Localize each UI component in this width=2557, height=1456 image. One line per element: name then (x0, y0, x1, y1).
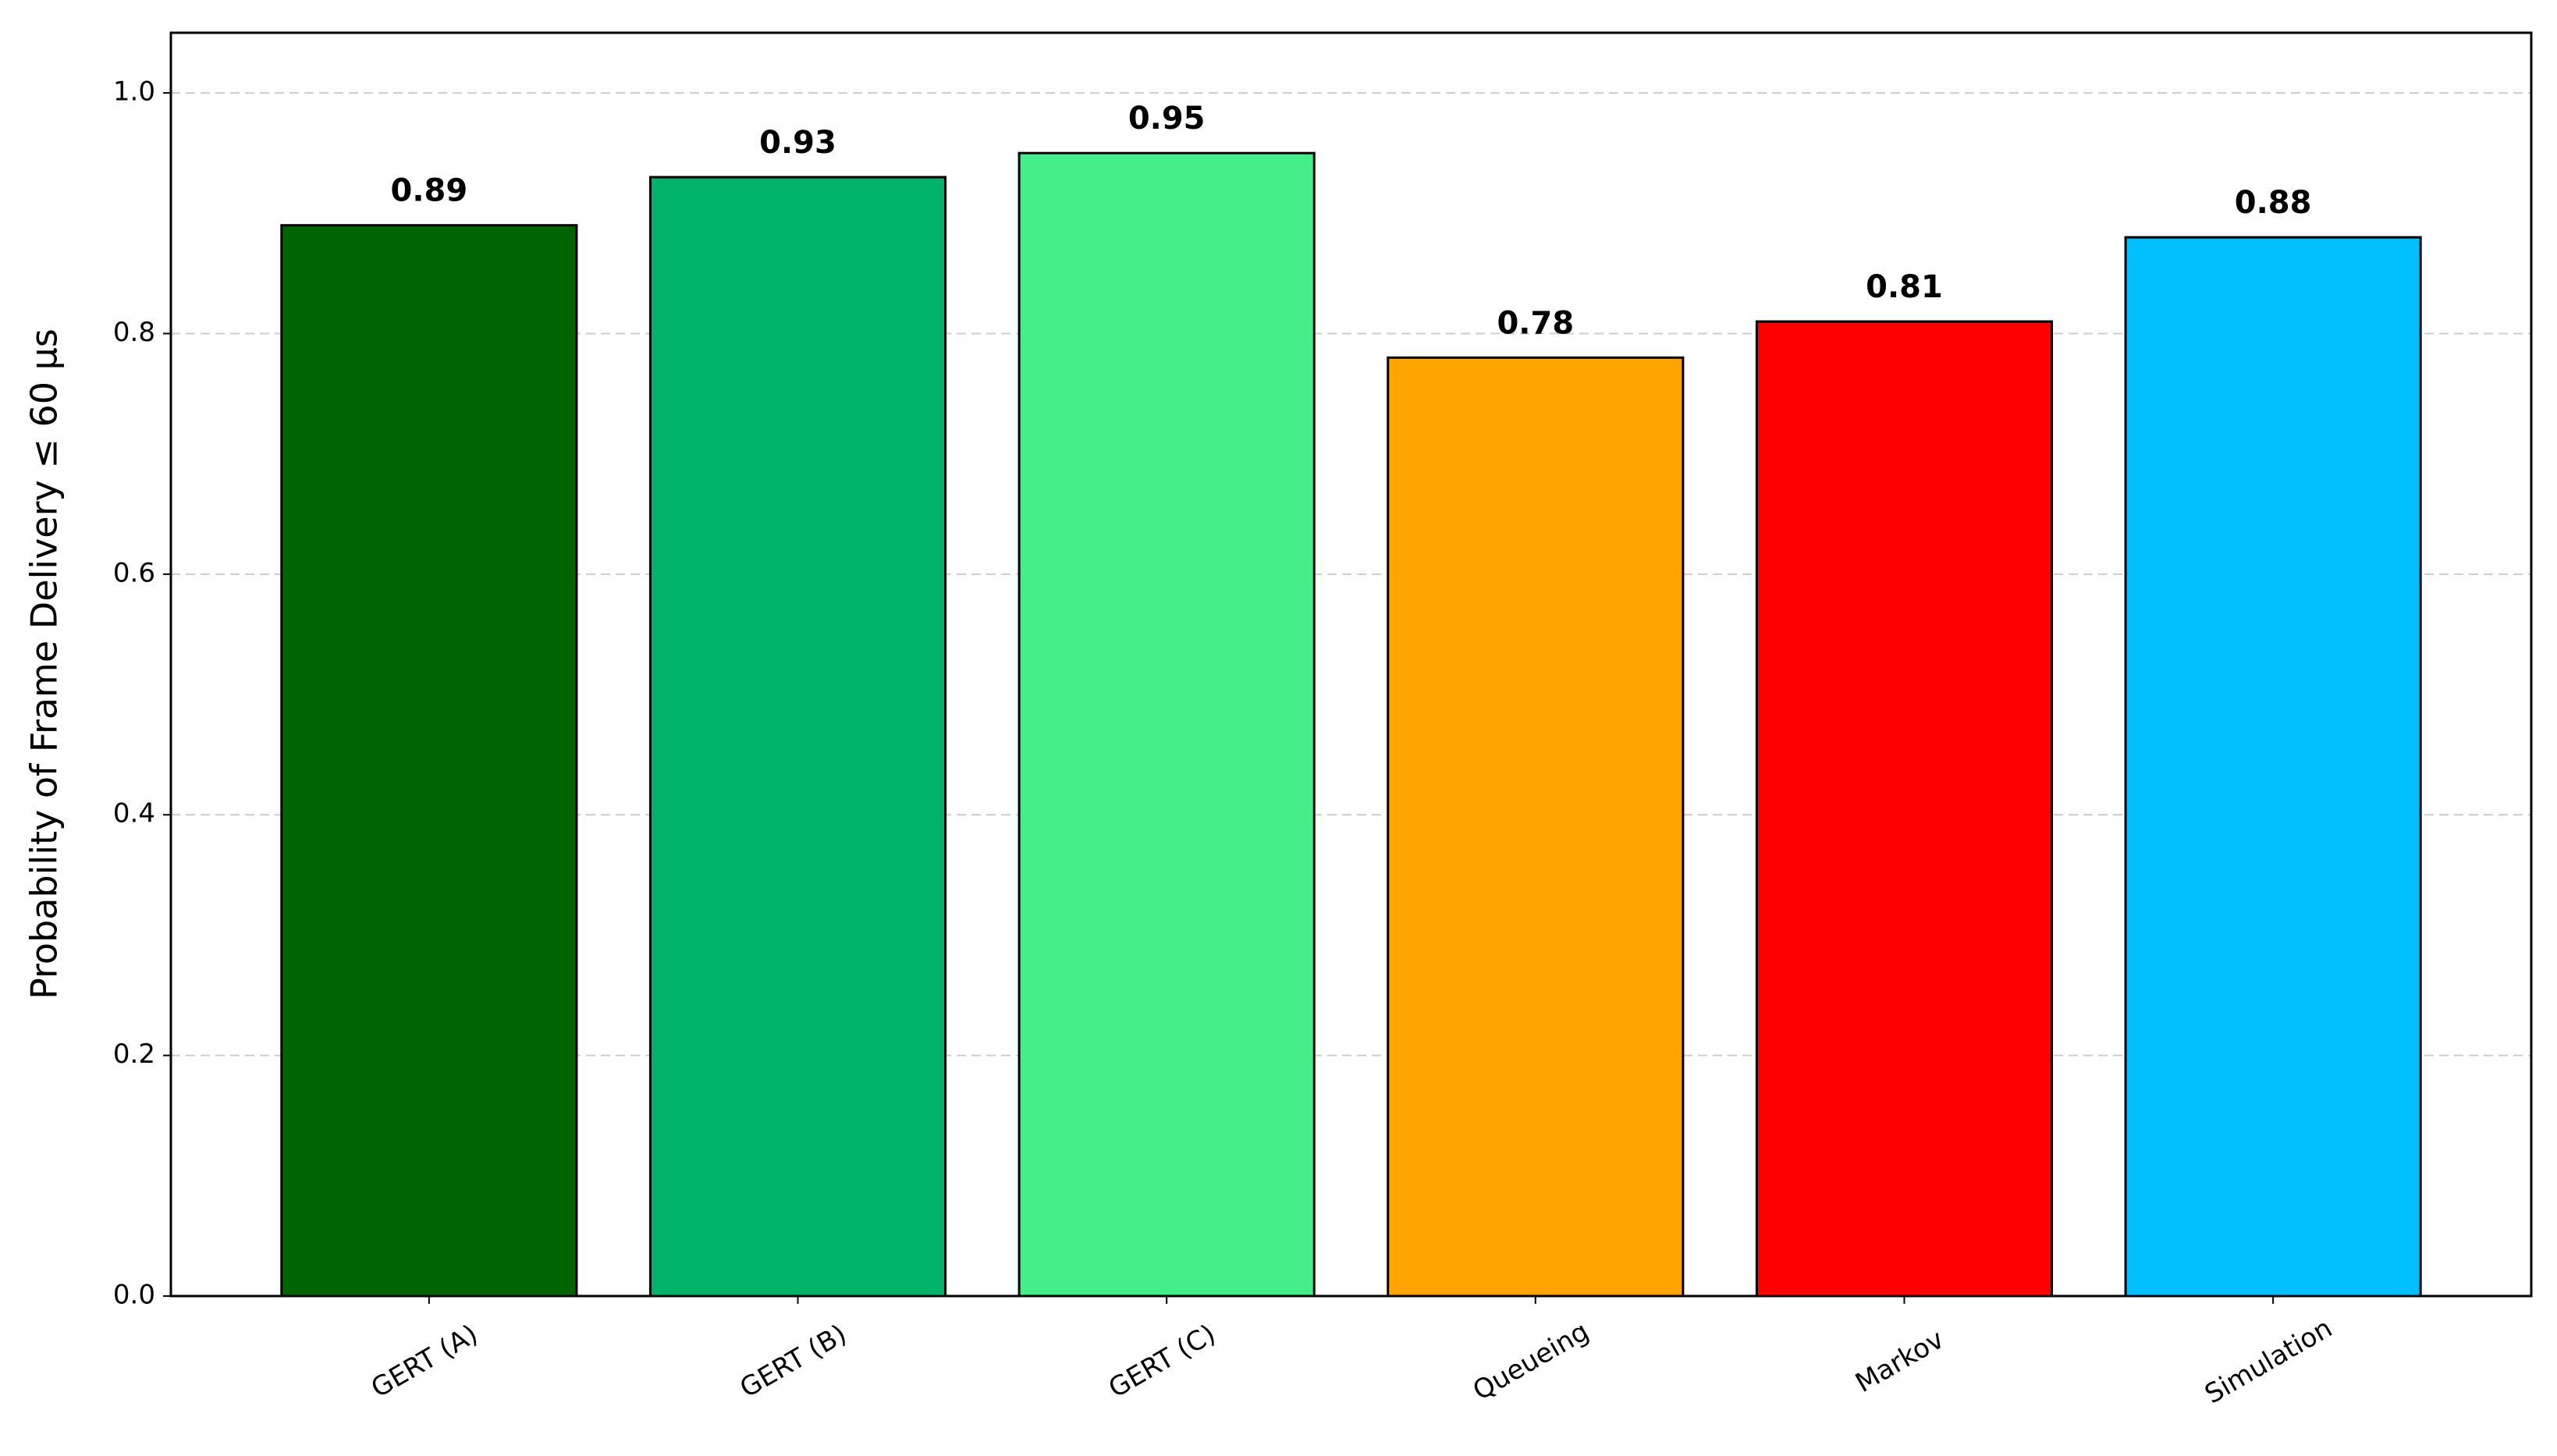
value-label: 0.93 (759, 125, 836, 161)
x-tick-label: Queueing (1468, 1316, 1594, 1407)
bar (280, 224, 578, 1298)
x-tick-label: GERT (C) (1103, 1319, 1221, 1405)
y-tick-label: 0.2 (113, 1039, 155, 1070)
x-tick-label: GERT (B) (735, 1319, 852, 1405)
y-axis-label: Probability of Frame Delivery ≤ 60 μs (23, 328, 66, 1000)
value-label: 0.95 (1128, 101, 1206, 137)
value-label: 0.81 (1866, 269, 1943, 305)
x-tick-label: Simulation (2200, 1312, 2338, 1410)
bar (1755, 320, 2054, 1298)
bar (648, 176, 947, 1298)
bar (2124, 236, 2422, 1298)
y-tick-label: 1.0 (113, 76, 155, 108)
plot-frame (169, 31, 2533, 1298)
value-label: 0.89 (391, 173, 468, 209)
y-tick-label: 0.0 (113, 1280, 155, 1311)
y-tick-label: 0.6 (113, 557, 155, 588)
x-tick-label: GERT (A) (366, 1319, 483, 1405)
y-tick-label: 0.8 (113, 317, 155, 348)
x-tick-label: Markov (1850, 1323, 1949, 1398)
bar (1017, 151, 1316, 1298)
bar (1387, 356, 1685, 1298)
value-label: 0.78 (1497, 305, 1574, 341)
value-label: 0.88 (2235, 185, 2312, 221)
y-tick-label: 0.4 (113, 798, 155, 829)
